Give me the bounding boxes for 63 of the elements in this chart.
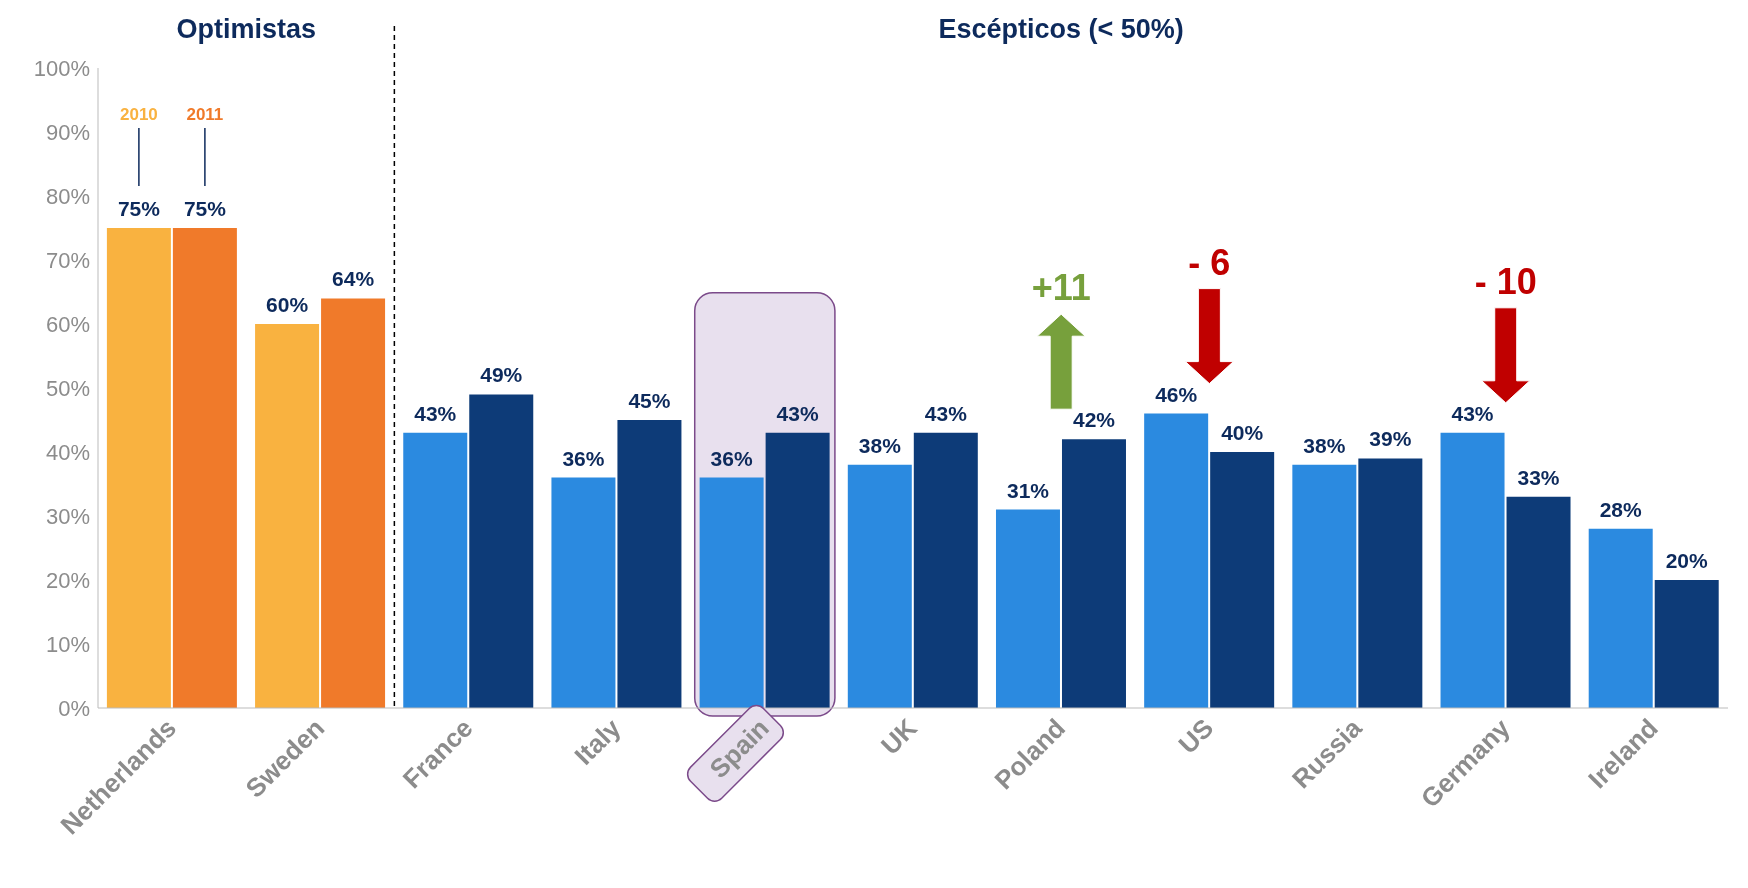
bar — [1588, 528, 1653, 708]
y-tick-label: 20% — [45, 567, 90, 593]
data-label: 31% — [1006, 478, 1050, 502]
bar — [321, 298, 386, 708]
data-label: 75% — [117, 197, 161, 220]
y-tick-label: 100% — [33, 55, 90, 81]
data-label: 60% — [266, 293, 309, 316]
data-label: 45% — [628, 389, 671, 412]
bar — [255, 324, 320, 708]
bar — [172, 228, 237, 708]
y-tick-label: 90% — [45, 119, 90, 145]
x-tick-label: UK — [875, 712, 924, 761]
data-label: 36% — [562, 446, 605, 470]
data-label: 43% — [776, 401, 819, 425]
bar — [1654, 580, 1719, 708]
data-label: 20% — [1665, 549, 1709, 572]
bar — [617, 420, 682, 708]
text: 2011 — [186, 105, 224, 124]
y-tick-label: 30% — [45, 503, 90, 529]
bar — [1506, 496, 1571, 708]
x-tick-label: US — [1172, 712, 1220, 760]
data-label: 33% — [1517, 465, 1560, 489]
data-label: 43% — [414, 401, 457, 425]
text: 2010 — [119, 105, 158, 124]
bar — [551, 477, 616, 708]
data-label: 43% — [1451, 401, 1494, 425]
y-tick-label: 0% — [58, 695, 90, 721]
data-label: 28% — [1599, 497, 1643, 521]
y-tick-label: 80% — [45, 183, 90, 209]
annotation: - 10 — [1474, 260, 1537, 302]
bar — [1061, 439, 1126, 708]
bar — [403, 432, 468, 708]
bar — [765, 432, 830, 708]
data-label: 40% — [1221, 421, 1264, 444]
text: Optimistas — [176, 14, 316, 44]
data-label: 43% — [924, 401, 968, 425]
data-label: 75% — [183, 197, 227, 220]
bar — [106, 228, 171, 708]
data-label: 46% — [1155, 382, 1198, 406]
y-tick-label: 10% — [45, 631, 90, 657]
data-label: 39% — [1369, 427, 1412, 451]
bar — [995, 509, 1060, 708]
data-label: 36% — [710, 446, 753, 470]
data-label: 38% — [1303, 433, 1346, 457]
bar — [1144, 413, 1209, 708]
data-label: 64% — [332, 267, 375, 291]
annotation: +11 — [1031, 267, 1091, 309]
bar — [1210, 452, 1275, 708]
bar — [469, 394, 534, 708]
y-tick-label: 60% — [45, 311, 90, 337]
data-label: 42% — [1072, 408, 1116, 432]
bar — [1358, 458, 1423, 708]
annotation: - 6 — [1188, 241, 1231, 283]
y-tick-label: 40% — [45, 439, 90, 465]
y-tick-label: 50% — [45, 375, 90, 401]
data-label: 49% — [480, 363, 523, 387]
data-label: 38% — [858, 433, 902, 457]
text: Escépticos (< 50%) — [938, 14, 1184, 44]
bar — [1292, 464, 1357, 708]
y-tick-label: 70% — [45, 247, 90, 273]
bar — [913, 432, 978, 708]
bar — [1440, 432, 1505, 708]
bar — [847, 464, 912, 708]
